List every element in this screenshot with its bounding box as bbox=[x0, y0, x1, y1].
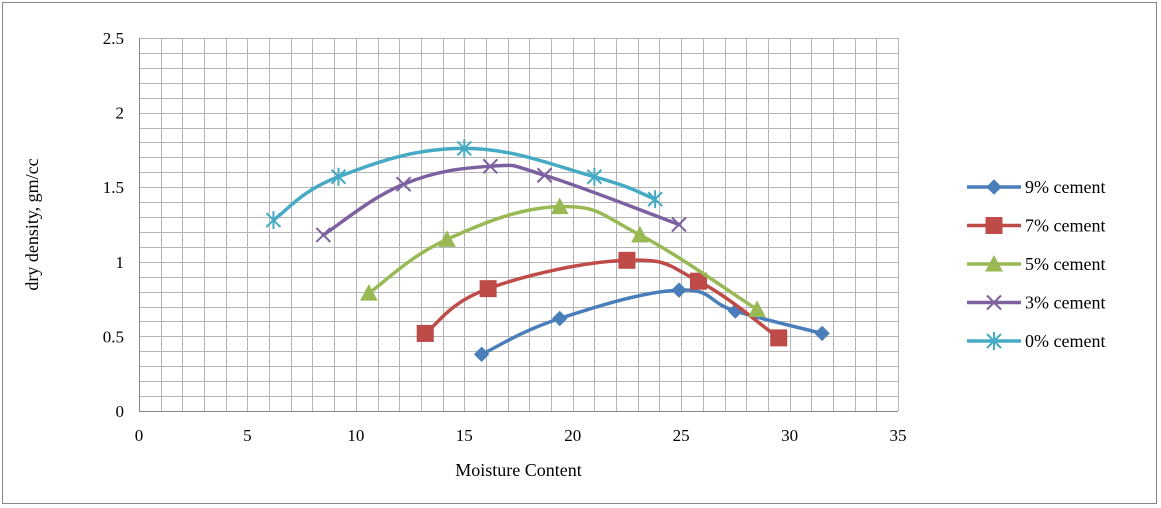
legend-item: 5% cement bbox=[967, 254, 1105, 274]
x-tick-label: 35 bbox=[890, 426, 907, 445]
series-5-cement bbox=[360, 197, 766, 318]
x-tick-label: 25 bbox=[673, 426, 690, 445]
y-tick-label: 0 bbox=[116, 402, 125, 421]
data-point bbox=[770, 329, 788, 347]
data-point bbox=[395, 176, 412, 192]
x-tick-label: 30 bbox=[781, 426, 798, 445]
y-tick-label: 2 bbox=[116, 104, 125, 123]
x-tick-label: 10 bbox=[347, 426, 364, 445]
data-point bbox=[456, 139, 472, 158]
legend-marker bbox=[985, 254, 1003, 272]
data-point bbox=[479, 280, 497, 298]
data-point bbox=[586, 167, 603, 186]
legend-item: 3% cement bbox=[967, 293, 1105, 313]
x-tick-label: 0 bbox=[135, 426, 144, 445]
series-3-cement bbox=[315, 158, 687, 243]
legend-marker bbox=[986, 179, 1002, 195]
data-point bbox=[618, 251, 636, 269]
legend-marker bbox=[985, 217, 1003, 234]
legend-label: 5% cement bbox=[1025, 254, 1105, 274]
legend-item: 7% cement bbox=[967, 216, 1105, 236]
legend-marker bbox=[986, 332, 1002, 350]
data-point bbox=[814, 325, 830, 342]
legend: 9% cement 7% cement 5% cement 3% cement 0% c… bbox=[967, 177, 1105, 351]
x-tick-label: 20 bbox=[564, 426, 581, 445]
series-7-cement bbox=[416, 251, 788, 347]
series-0-cement bbox=[265, 139, 663, 230]
legend-item: 0% cement bbox=[967, 331, 1105, 351]
data-point bbox=[360, 284, 378, 301]
data-point bbox=[671, 282, 687, 298]
y-tick-label: 0.5 bbox=[103, 327, 124, 346]
data-point bbox=[536, 167, 553, 183]
legend-label: 0% cement bbox=[1025, 331, 1105, 351]
data-point bbox=[265, 211, 282, 230]
data-point bbox=[647, 190, 663, 209]
x-tick-label: 15 bbox=[456, 426, 473, 445]
y-tick-label: 1 bbox=[116, 253, 125, 272]
y-tick-label: 2.5 bbox=[103, 29, 124, 48]
y-axis-title: dry density, gm/cc bbox=[22, 158, 42, 290]
data-point bbox=[689, 272, 707, 290]
legend-marker bbox=[986, 294, 1002, 311]
plot-area bbox=[139, 38, 898, 411]
data-point bbox=[748, 300, 766, 318]
data-point bbox=[482, 158, 499, 175]
data-point bbox=[416, 324, 434, 342]
data-point bbox=[315, 227, 332, 243]
legend-item: 9% cement bbox=[967, 177, 1105, 197]
y-tick-label: 1.5 bbox=[103, 178, 124, 197]
data-point bbox=[438, 230, 456, 247]
data-point bbox=[473, 346, 490, 363]
data-point bbox=[550, 197, 569, 215]
legend-label: 9% cement bbox=[1025, 177, 1105, 197]
x-tick-label: 5 bbox=[243, 426, 252, 445]
data-point bbox=[671, 216, 687, 233]
legend-label: 3% cement bbox=[1025, 293, 1105, 313]
data-point bbox=[631, 225, 649, 243]
series-9-cement bbox=[473, 282, 830, 363]
data-point bbox=[551, 310, 568, 327]
data-point bbox=[330, 167, 347, 186]
x-axis-title: Moisture Content bbox=[455, 460, 582, 480]
legend-label: 7% cement bbox=[1025, 216, 1105, 236]
